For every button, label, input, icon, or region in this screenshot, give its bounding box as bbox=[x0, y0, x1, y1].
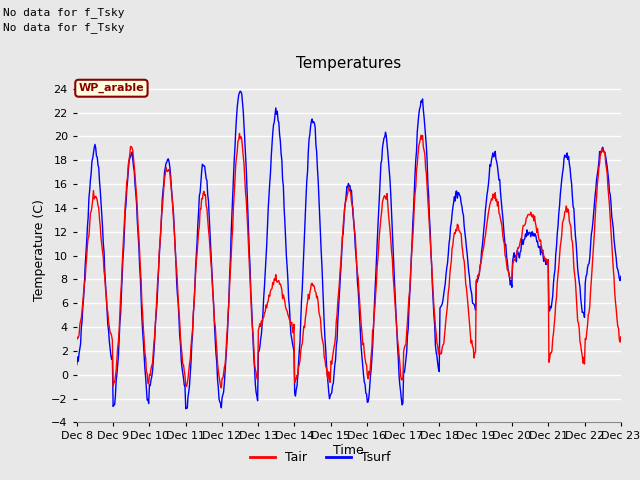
Y-axis label: Temperature (C): Temperature (C) bbox=[33, 199, 45, 300]
Title: Temperatures: Temperatures bbox=[296, 57, 401, 72]
X-axis label: Time: Time bbox=[333, 444, 364, 457]
Text: No data for f_Tsky: No data for f_Tsky bbox=[3, 7, 125, 18]
Text: WP_arable: WP_arable bbox=[79, 83, 144, 94]
Legend: Tair, Tsurf: Tair, Tsurf bbox=[245, 446, 395, 469]
Text: No data for f_Tsky: No data for f_Tsky bbox=[3, 22, 125, 33]
